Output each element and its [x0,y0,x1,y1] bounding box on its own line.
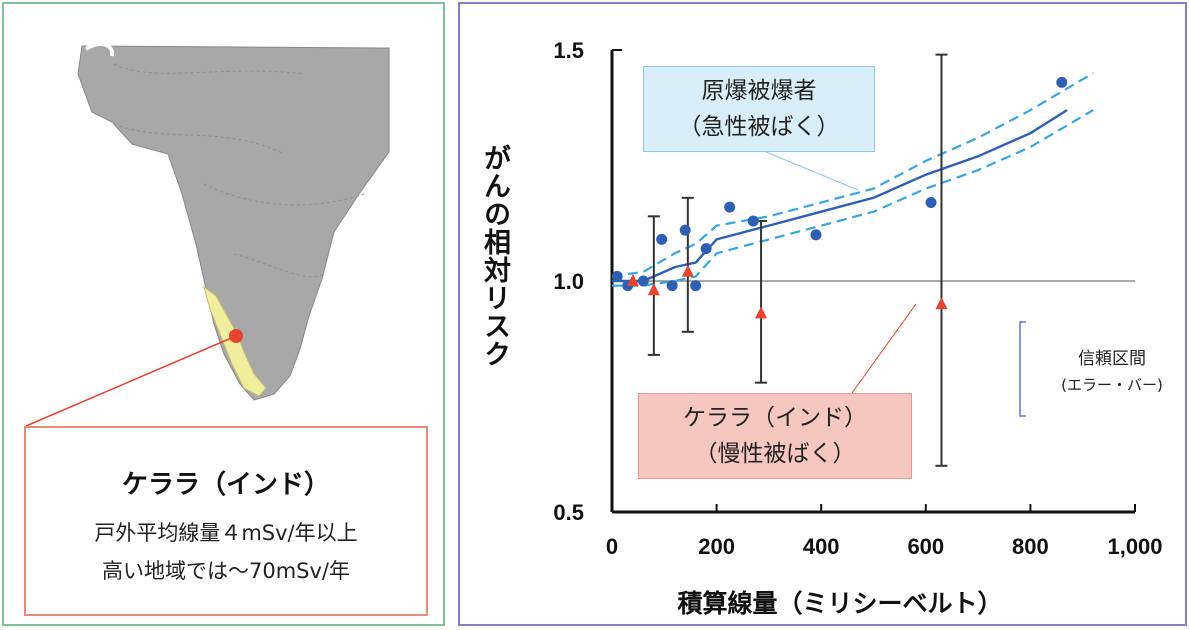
fit-line [612,109,1068,283]
chart-panel: 0.5 1.0 1.5 0 200 400 600 800 1,000 がんの相対リスク 積算線… [458,2,1187,626]
kerala-callout-line2: （慢性被ばく） [694,441,856,467]
x-axis-label: 積算線量（ミリシーベルト） [677,589,1003,618]
bomb-callout-line1: 原爆被爆者 [701,78,817,104]
bomb-survivor-point [810,229,822,241]
bomb-survivor-point [747,215,759,227]
kerala-point [681,264,694,277]
india-map [25,42,390,427]
map-panel: ケララ（インド） 戸外平均線量４mSv/年以上 高い地域では～70mSv/年 [2,2,445,626]
atomic-bomb-survivor-callout: 原爆被爆者 （急性被ばく） [643,66,875,152]
kerala-point [647,283,660,296]
bomb-survivor-point [679,224,691,236]
x-tick-label: 0 [606,534,618,559]
ci-legend-line2: (エラー・バー) [1061,376,1163,394]
bomb-survivor-point [666,280,678,292]
kerala-point [626,274,639,286]
upper-ci-line [611,72,1094,278]
coastline-highlight [84,42,115,57]
y-tick-label: 0.5 [553,500,584,525]
bomb-survivor-point [611,270,623,282]
bomb-survivor-point [700,243,712,255]
kerala-title: ケララ（インド） [121,470,330,500]
bomb-survivor-point [656,233,668,245]
bomb-survivor-point [925,196,937,208]
kerala-dose-line: 戸外平均線量４mSv/年以上 [94,521,358,545]
kerala-point [935,297,948,310]
kerala-info-box: ケララ（インド） 戸外平均線量４mSv/年以上 高い地域では～70mSv/年 [24,426,428,616]
x-tick-label: 800 [1012,534,1049,559]
x-tick-label: 200 [698,534,735,559]
bomb-survivor-point [637,275,649,287]
ci-legend-bracket [1019,321,1026,417]
x-tick-label: 400 [803,534,840,559]
kerala-location-marker [229,329,243,343]
y-tick-label: 1.0 [553,269,584,294]
callout-connector [25,335,237,427]
ci-legend-line1: 信頼区間 [1078,349,1146,369]
kerala-callout-connector [851,303,917,394]
bomb-callout-line2: （急性被ばく） [678,114,840,140]
bomb-survivor-point [1056,76,1068,88]
bomb-survivor-point [690,280,702,292]
x-tick-label: 1,000 [1107,534,1162,559]
y-axis-label: がんの相対リスク [479,144,510,368]
risk-chart: 0.5 1.0 1.5 0 200 400 600 800 1,000 [553,38,1162,559]
kerala-callout: ケララ（インド） （慢性被ばく） [638,393,912,479]
bomb-callout-connector [765,151,859,191]
y-tick-label: 1.5 [553,38,584,63]
kerala-point [755,306,768,319]
kerala-callout-line1: ケララ（インド） [683,405,867,431]
india-landmass [77,45,390,401]
x-tick-label: 600 [907,534,944,559]
bomb-survivor-point [724,201,736,213]
kerala-high-area-line: 高い地域では～70mSv/年 [101,559,350,583]
